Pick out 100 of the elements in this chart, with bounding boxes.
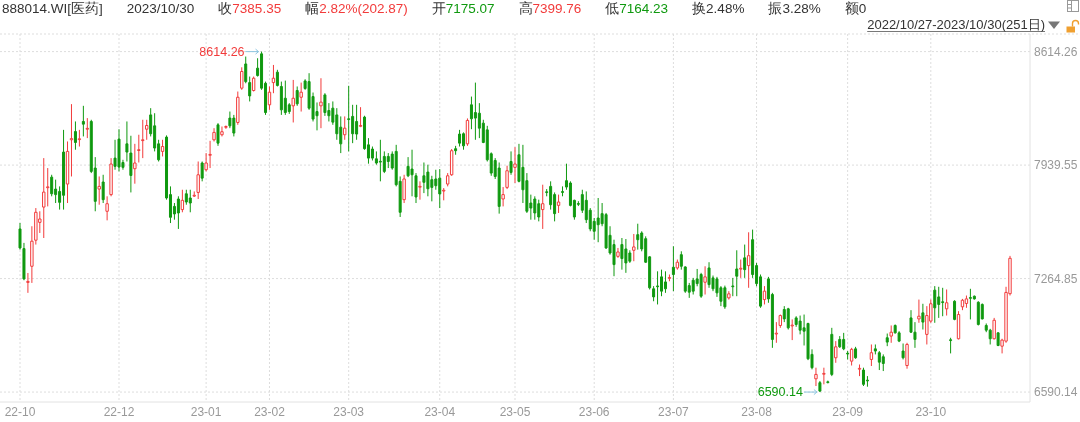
candlestick [101,174,105,204]
y-tick-label: 7939.55 [1034,158,1078,173]
x-tick-label: 23-07 [658,405,690,419]
candlestick [386,152,390,169]
candlestick [992,317,996,340]
text: 2023/10/30 [126,1,195,16]
candlestick [632,233,636,262]
candlestick [271,64,276,94]
candlestick [295,85,299,107]
candlestick [707,261,711,289]
candlestick [933,285,937,324]
candlestick [869,343,874,367]
candlestick [953,299,957,321]
candlestick [703,265,707,296]
candlestick [533,195,537,221]
candlestick [889,324,893,344]
candlestick [97,175,101,206]
candlestick [458,129,462,148]
candlestick [949,337,953,354]
candlestick [378,139,382,182]
chart-subtitle: 2022/10/27-2023/10/30(251日) [867,17,1045,32]
candlestick [73,120,77,151]
candlestick [814,367,818,387]
candlestick [663,270,667,294]
x-tick-label: 23-02 [254,405,286,419]
candlestick [620,237,624,271]
candlestick [739,259,743,279]
candlestick [442,187,446,201]
candlestick [731,277,735,297]
candlestick [854,346,858,360]
candlestick [830,327,834,377]
candlestick [762,285,767,305]
candlestick [212,127,216,142]
y-tick-label: 8614.26 [1034,44,1078,59]
candlestick [347,85,351,152]
candlestick [616,247,620,259]
candlestick [667,274,672,282]
candlestick [656,270,660,305]
annotation: 8614.26 [199,44,245,59]
candlestick [921,303,925,331]
candlestick [968,288,972,320]
candlestick [838,335,842,349]
candlestick [976,300,980,326]
y-tick-label: 7264.85 [1034,271,1078,286]
x-tick-label: 22-12 [103,405,135,419]
candlestick [917,299,921,324]
candlestick [849,347,854,366]
candlestick [462,131,466,151]
candlestick [141,119,145,159]
candlestick [251,76,256,93]
candlestick [873,343,877,355]
candlestick [727,290,731,301]
candlestick [905,342,909,370]
x-tick-label: 23-08 [741,405,773,419]
candlestick [275,69,279,87]
candlestick [885,333,889,347]
candlestick [846,350,850,360]
candlestick [69,103,74,177]
annotation: 6590.14 [757,385,803,400]
candlestick [299,82,303,113]
candlestick [857,363,862,377]
chart-title: 888014.WI[医药] [2,1,103,16]
candlestick [746,231,751,289]
candlestick [699,272,703,299]
candlestick [358,106,363,128]
candlestick [240,66,244,91]
candlestick [279,81,283,116]
x-tick-label: 22-10 [4,405,36,419]
y-tick-label: 6590.14 [1034,385,1078,400]
candlestick [319,77,323,129]
candlestick [964,295,969,309]
candlestick [62,129,66,211]
candlestick [105,195,109,221]
text: 低7164.23 [605,1,669,16]
candlestick [786,307,790,331]
candlestick [834,340,838,364]
candlestick [790,318,794,341]
text: 幅2.82%(202.87) [305,1,408,16]
text: 振3.28% [768,1,821,16]
candlestick [675,259,680,271]
candlestick [901,342,905,360]
candlestick [208,140,212,169]
candlestick [402,174,406,204]
candlestick [861,367,865,387]
candlestick [422,162,426,194]
candlestick [216,122,220,147]
candlestick [636,223,640,251]
candlestick [196,160,200,200]
candlestick [822,367,826,385]
candlestick [944,288,949,317]
candlestick [200,160,204,182]
candlestick [960,298,965,311]
x-tick-label: 23-01 [190,405,222,419]
candlestick [438,168,442,209]
candlestick [735,249,739,297]
candlestick [881,353,885,372]
candlestick [556,194,561,214]
text: 开7175.07 [431,1,495,16]
candlestick [283,80,287,116]
candlestick [291,79,295,123]
